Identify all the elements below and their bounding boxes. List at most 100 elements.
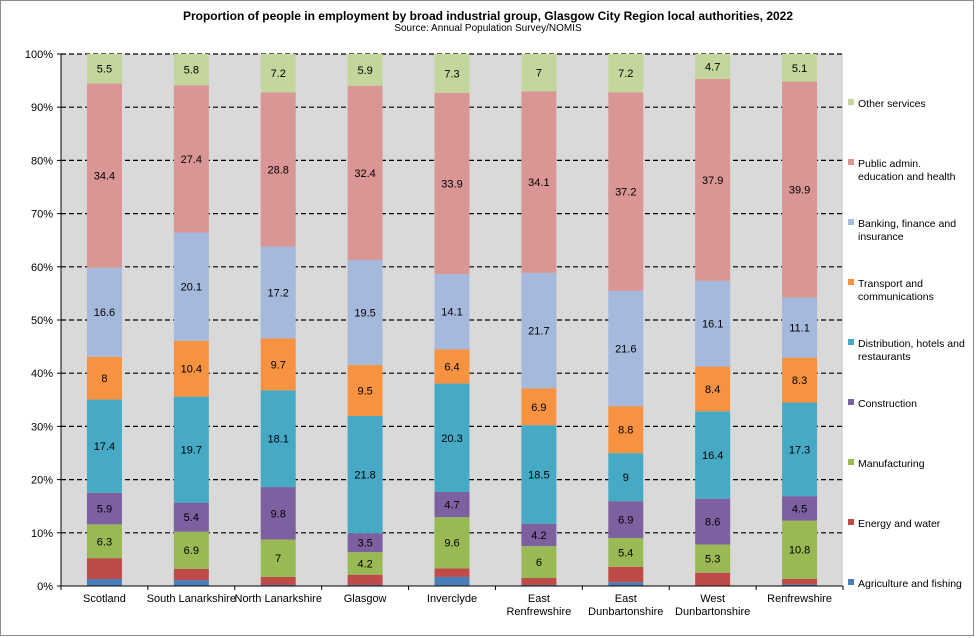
bars: 6.3 5.9 17.4 8 16.6 34.4 5.5 6.9 5.4 19.7 10.4 20.1…	[86, 54, 818, 586]
data-label: 16.4	[702, 450, 723, 462]
bar-segment	[260, 539, 296, 577]
data-label: 27.4	[181, 154, 202, 166]
bar-segment	[782, 520, 818, 579]
bar-segment	[782, 357, 818, 403]
data-label: 5.4	[618, 547, 633, 559]
bar-segment	[608, 537, 644, 567]
x-tick-label: Glasgow	[344, 593, 387, 605]
bar-segment	[434, 383, 470, 492]
x-tick-label: Dunbartonshire	[588, 606, 663, 618]
bar-segment	[173, 340, 209, 397]
legend-swatch	[848, 339, 854, 345]
bar-segment	[173, 85, 209, 233]
data-label: 19.5	[354, 307, 375, 319]
chart-subtitle: Source: Annual Population Survey/NOMIS	[394, 23, 582, 34]
legend-label: Public admin.	[858, 158, 921, 170]
bar-segment	[173, 531, 209, 569]
data-label: 4.5	[792, 503, 807, 515]
data-label: 8.8	[618, 425, 633, 437]
bar-segment	[434, 349, 470, 384]
data-label: 6	[536, 557, 542, 569]
x-tick-label: South Lanarkshire	[147, 593, 236, 605]
legend-label: Agriculture and fishing	[858, 578, 962, 590]
bar-segment	[521, 578, 557, 585]
data-label: 7	[536, 68, 542, 80]
data-label: 5.5	[97, 64, 112, 76]
bar-segment	[86, 579, 122, 586]
bar-segment	[173, 396, 209, 503]
data-label: 10.8	[789, 545, 810, 557]
bar-segment	[434, 92, 470, 275]
data-label: 39.9	[789, 185, 810, 197]
y-tick-label: 90%	[31, 102, 53, 114]
bar-segment	[347, 533, 383, 553]
bar-segment	[173, 54, 209, 86]
data-label: 7.2	[271, 68, 286, 80]
y-axis-ticks: 0% 10% 20% 30% 40% 50% 60% 70% 80% 90% 100%	[25, 49, 61, 593]
bar-segment	[434, 576, 470, 586]
data-label: 18.1	[268, 434, 289, 446]
legend-swatch	[848, 279, 854, 285]
y-tick-label: 40%	[31, 368, 53, 380]
y-tick-label: 50%	[31, 315, 53, 327]
data-label: 16.6	[94, 307, 115, 319]
legend-swatch	[848, 99, 854, 105]
data-label: 8.4	[705, 384, 720, 396]
data-label: 7	[275, 553, 281, 565]
bar-segment	[782, 402, 818, 497]
data-label: 3.5	[357, 538, 372, 550]
x-tick-label: Scotland	[83, 593, 126, 605]
chart-title: Proportion of people in employment by br…	[182, 9, 794, 23]
data-label: 4.2	[531, 530, 546, 542]
data-label: 10.4	[181, 364, 202, 376]
bar-segment	[347, 364, 383, 417]
y-tick-label: 20%	[31, 475, 53, 487]
legend-label: Distribution, hotels and	[858, 338, 965, 350]
y-tick-label: 30%	[31, 421, 53, 433]
bar-segment	[695, 280, 731, 367]
bar-segment	[782, 81, 818, 298]
bar-segment	[347, 416, 383, 534]
legend-label: restaurants	[858, 351, 911, 363]
data-label: 20.1	[181, 282, 202, 294]
data-label: 18.5	[528, 469, 549, 481]
legend: Other services Public admin.education and…	[848, 98, 965, 590]
legend-label: education and health	[858, 171, 956, 183]
bar-segment	[608, 290, 644, 407]
data-label: 14.1	[441, 307, 462, 319]
x-tick-label: Renfrewshire	[506, 606, 571, 618]
bar-segment	[608, 566, 644, 583]
bar-segment	[86, 54, 122, 84]
bar-segment	[260, 338, 296, 391]
bar-segment	[521, 584, 557, 586]
bar-segment	[86, 558, 122, 580]
bar-segment	[173, 580, 209, 586]
data-label: 21.6	[615, 344, 636, 356]
bar-segment	[347, 54, 383, 86]
bar-segment	[521, 546, 557, 579]
data-label: 6.3	[97, 536, 112, 548]
data-label: 20.3	[441, 433, 462, 445]
data-label: 4.7	[444, 500, 459, 512]
y-tick-label: 100%	[25, 49, 53, 61]
bar-segment	[608, 54, 644, 93]
bar-segment	[782, 297, 818, 358]
data-label: 8.6	[705, 517, 720, 529]
data-label: 17.4	[94, 441, 115, 453]
bar-segment	[695, 366, 731, 412]
data-label: 9.7	[271, 359, 286, 371]
bar-segment	[86, 399, 122, 493]
bar-segment	[695, 544, 731, 573]
legend-label: insurance	[858, 231, 904, 243]
data-label: 34.1	[528, 177, 549, 189]
data-label: 32.4	[354, 168, 375, 180]
data-label: 5.9	[357, 65, 372, 77]
data-label: 7.3	[444, 68, 459, 80]
bar-segment	[260, 576, 296, 585]
x-tick-label: Inverclyde	[427, 593, 477, 605]
y-tick-label: 80%	[31, 155, 53, 167]
legend-label: Manufacturing	[858, 458, 925, 470]
bar-segment	[782, 584, 818, 586]
